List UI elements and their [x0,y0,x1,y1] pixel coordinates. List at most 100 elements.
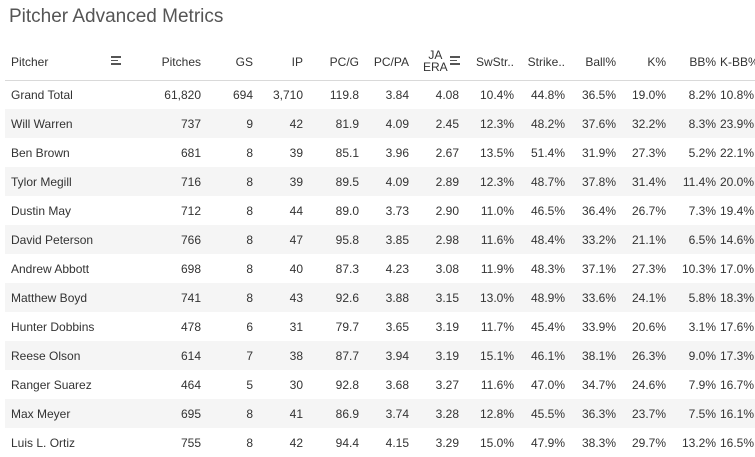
table-cell: 47.0% [530,377,565,392]
table-cell: 20.6% [631,319,666,334]
table-row[interactable]: Dustin May 712 8 44 89.0 3.73 2.90 11.0% 46.5% 36… [5,196,755,225]
table-cell: Grand Total [5,80,125,109]
column-header-pitches[interactable]: Pitches [161,54,201,69]
table-cell: 3.19 [435,319,459,334]
column-header-gs[interactable]: GS [235,54,253,69]
table-cell: 46.1% [518,341,569,370]
table-cell: 10.3% [681,261,716,276]
table-cell: 31.4% [620,167,670,196]
pitcher-metrics-table: Pitcher Pitches GS IP PC/G PC/PA JA ERA … [5,43,755,457]
table-cell: 2.45 [413,109,463,138]
column-header-pcg[interactable]: PC/G [329,54,359,69]
table-cell: 21.1% [620,225,670,254]
table-cell: 8 [205,225,257,254]
table-cell: 4.15 [385,435,409,450]
table-cell: 8 [246,145,253,160]
table-cell: 8 [205,399,257,428]
column-header-ip[interactable]: IP [291,54,303,69]
table-row[interactable]: Hunter Dobbins 478 6 31 79.7 3.65 3.19 11.7% 45.… [5,312,755,341]
table-cell: 38 [257,341,307,370]
table-cell: 3.19 [413,341,463,370]
table-cell: 22.1% [720,145,755,160]
table-cell: 9.0% [670,341,720,370]
page-title: Pitcher Advanced Metrics [9,6,224,27]
column-header-ja-era[interactable]: JA ERA [413,43,463,81]
table-cell: 6.5% [670,225,720,254]
table-cell: 4.23 [385,261,409,276]
column-header-k[interactable]: K% [647,54,666,69]
table-row[interactable]: Ben Brown 681 8 39 85.1 3.96 2.67 13.5% 51.4% 31.… [5,138,755,167]
table-cell: 24.6% [631,377,666,392]
table-row[interactable]: Luis L. Ortiz 755 8 42 94.4 4.15 3.29 15.0% 47.9… [5,428,755,457]
table-row[interactable]: Reese Olson 614 7 38 87.7 3.94 3.19 15.1% 46.1% 3… [5,341,755,370]
table-cell: 3.65 [385,319,409,334]
ja-era-label-line1: JA [428,48,443,62]
table-row[interactable]: Ranger Suarez 464 5 30 92.8 3.68 3.27 11.6% 47.0… [5,370,755,399]
column-header-bb[interactable]: BB% [689,54,716,69]
pitcher-name-cell: Hunter Dobbins [11,319,95,334]
table-cell: 85.1 [335,145,359,160]
table-cell: 43 [257,283,307,312]
table-row[interactable]: Matthew Boyd 741 8 43 92.6 3.88 3.15 13.0% 48.9%… [5,283,755,312]
table-cell: 737 [125,109,205,138]
table-cell: 87.3 [335,261,359,276]
table-cell: 11.6% [480,377,514,392]
table-cell: 23.7% [620,399,670,428]
table-cell: 41 [257,399,307,428]
table-cell: 30 [289,377,303,392]
table-cell: 16.7% [720,377,755,392]
column-header-swstr[interactable]: SwStr.. [475,54,514,69]
table-cell: 48.2% [518,109,569,138]
table-row[interactable]: Tylor Megill 716 8 39 89.5 4.09 2.89 12.3% 48.7%… [5,167,755,196]
table-cell: 61,820 [125,80,205,109]
column-header-pitcher[interactable]: Pitcher [5,43,125,81]
table-cell: 44 [289,203,303,218]
column-header-pcpa[interactable]: PC/PA [373,54,409,69]
table-cell: 3.1% [688,319,716,334]
table-cell: 5.2% [688,145,716,160]
table-cell: 741 [125,283,205,312]
table-cell: 36.3% [569,399,620,428]
table-cell: 695 [125,399,205,428]
column-header-strike[interactable]: Strike.. [527,54,565,69]
table-cell: 3.74 [363,399,413,428]
table-cell: 42 [257,109,307,138]
sort-icon[interactable] [111,56,121,65]
table-cell: 19.4% [720,203,755,218]
table-cell: 464 [180,377,201,392]
table-cell: 8.2% [670,80,720,109]
table-cell: 3.08 [435,261,459,276]
column-header-ball[interactable]: Ball% [585,54,616,69]
table-cell: 89.0 [335,203,359,218]
table-cell: 716 [125,167,205,196]
table-cell: 47 [257,225,307,254]
pitcher-name-cell: David Peterson [5,225,125,254]
table-row[interactable]: Max Meyer 695 8 41 86.9 3.74 3.28 12.8% 45.5% 36.… [5,399,755,428]
table-cell: 12.3% [463,167,518,196]
pitcher-name-cell: Andrew Abbott [11,261,90,276]
table-cell: 16.5% [720,435,755,450]
table-cell: 5 [246,377,253,392]
table-cell: 18.3% [720,283,755,312]
table-cell: 37.8% [569,167,620,196]
table-cell: 32.2% [620,109,670,138]
table-row[interactable]: David Peterson 766 8 47 95.8 3.85 2.98 11.6% 48.… [5,225,755,254]
table-cell: 79.7 [335,319,359,334]
table-cell: 2.67 [435,145,459,160]
table-cell: 38.1% [569,341,620,370]
table-row[interactable]: Andrew Abbott 698 8 40 87.3 4.23 3.08 11.9% 48.3… [5,254,755,283]
table-row[interactable]: Will Warren 737 9 42 81.9 4.09 2.45 12.3% 48.2% 3… [5,109,755,138]
table-cell: 15.0% [479,435,514,450]
table-cell: 19.0% [620,80,670,109]
sort-icon[interactable] [450,56,460,65]
table-cell: 81.9 [307,109,363,138]
table-cell: 51.4% [530,145,565,160]
column-header-k-bb[interactable]: K-BB% [720,54,755,69]
pitcher-name-cell: Luis L. Ortiz [11,435,76,450]
table-cell: 87.7 [307,341,363,370]
table-cell: 33.2% [569,225,620,254]
pitcher-name-cell: Matthew Boyd [5,283,125,312]
table-cell: 45.5% [518,399,569,428]
table-cell: 694 [205,80,257,109]
header-row: Pitcher Pitches GS IP PC/G PC/PA JA ERA … [5,43,755,81]
